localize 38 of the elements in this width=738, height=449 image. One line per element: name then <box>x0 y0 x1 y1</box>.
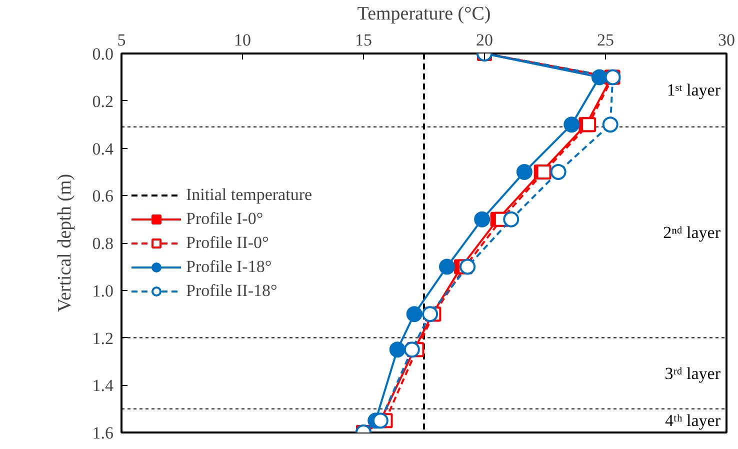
y-tick-label: 1.0 <box>92 281 114 300</box>
x-tick-label: 20 <box>476 30 493 50</box>
legend-label: Profile II-18° <box>186 280 278 300</box>
point <box>389 342 406 358</box>
x-tick-label: 15 <box>355 30 372 50</box>
x-tick-label: 25 <box>597 30 614 50</box>
legend-label: Profile I-0° <box>186 208 264 228</box>
legend-label: Profile I-18° <box>186 256 272 276</box>
y-tick-label: 1.6 <box>92 424 114 442</box>
y-tick-label: 1.4 <box>92 376 114 396</box>
x-tick-label: 10 <box>234 30 251 50</box>
legend-label: Initial temperature <box>186 184 312 204</box>
y-tick-label: 0.4 <box>92 139 114 158</box>
point <box>404 342 420 358</box>
y-axis-title: Vertical depth (m) <box>54 174 76 312</box>
point <box>516 164 532 180</box>
point <box>422 306 438 322</box>
y-tick-label: 1.2 <box>92 328 114 348</box>
annotation: 1ˢᵗ layer <box>666 80 721 100</box>
point <box>564 116 580 133</box>
point <box>406 306 422 322</box>
point <box>438 258 455 275</box>
y-tick-label: 0.2 <box>92 92 114 111</box>
point <box>474 211 490 228</box>
point <box>460 258 476 275</box>
annotation: 4ᵗʰ layer <box>665 411 721 430</box>
x-axis-title: Temperature (°C) <box>357 4 491 24</box>
point <box>602 116 618 133</box>
y-tick-label: 0.6 <box>92 186 114 206</box>
x-tick-label: 30 <box>718 30 735 50</box>
annotation: 3ʳᵈ layer <box>664 364 721 383</box>
point <box>503 211 520 228</box>
legend-label: Profile II-0° <box>186 232 269 252</box>
x-tick-label: 5 <box>117 30 126 50</box>
y-tick-label: 0.8 <box>92 234 114 253</box>
y-tick-label: 0.0 <box>92 44 114 64</box>
point <box>550 164 566 180</box>
annotation: 2ⁿᵈ layer <box>663 222 721 242</box>
